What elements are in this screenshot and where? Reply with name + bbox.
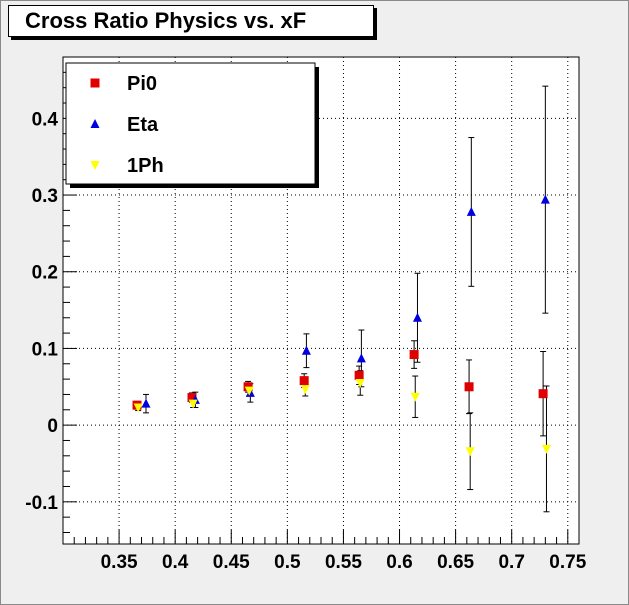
- chart-title-box: Cross Ratio Physics vs. xF: [8, 5, 374, 37]
- x-tick-label: 0.5: [274, 552, 301, 573]
- y-tick-label: -0.1: [25, 493, 58, 514]
- data-point-1ph: [300, 385, 310, 395]
- y-tick-label: 0.4: [32, 109, 59, 130]
- x-tick-label: 0.55: [325, 552, 362, 573]
- data-point-pi0: [409, 350, 419, 360]
- data-point-1ph: [355, 378, 365, 388]
- data-point-1ph: [244, 386, 254, 396]
- legend-marker-1ph: [90, 161, 100, 170]
- x-tick-label: 0.7: [498, 552, 524, 573]
- data-point-1ph: [541, 444, 551, 454]
- x-tick-label: 0.75: [549, 552, 586, 573]
- data-point-pi0: [538, 389, 548, 399]
- chart-title: Cross Ratio Physics vs. xF: [25, 8, 307, 33]
- y-tick-label: 0.1: [32, 339, 59, 360]
- legend-label-1ph: 1Ph: [127, 155, 164, 177]
- legend-marker-pi0: [90, 78, 100, 88]
- y-tick-label: 0.2: [32, 263, 58, 284]
- data-point-pi0: [187, 393, 197, 403]
- data-point-1ph: [410, 392, 420, 402]
- data-point-eta: [540, 194, 550, 204]
- legend-marker-eta: [90, 119, 100, 128]
- x-tick-label: 0.6: [386, 552, 412, 573]
- x-tick-label: 0.45: [213, 552, 250, 573]
- data-point-1ph: [188, 399, 198, 409]
- data-point-eta: [301, 345, 311, 355]
- data-point-1ph: [133, 403, 143, 413]
- data-point-eta: [141, 398, 151, 408]
- data-point-pi0: [354, 370, 364, 380]
- legend-label-eta: Eta: [127, 114, 159, 136]
- legend-label-pi0: Pi0: [127, 73, 157, 95]
- data-point-1ph: [465, 447, 475, 457]
- data-point-eta: [412, 312, 422, 322]
- x-tick-label: 0.35: [101, 552, 138, 573]
- x-tick-label: 0.65: [437, 552, 474, 573]
- legend-box: [65, 62, 316, 185]
- data-point-pi0: [299, 376, 309, 386]
- data-point-eta: [466, 206, 476, 216]
- y-tick-label: 0: [47, 416, 58, 437]
- x-tick-label: 0.4: [162, 552, 189, 573]
- data-point-eta: [356, 353, 366, 363]
- y-tick-label: 0.3: [32, 186, 58, 207]
- data-point-pi0: [464, 382, 474, 392]
